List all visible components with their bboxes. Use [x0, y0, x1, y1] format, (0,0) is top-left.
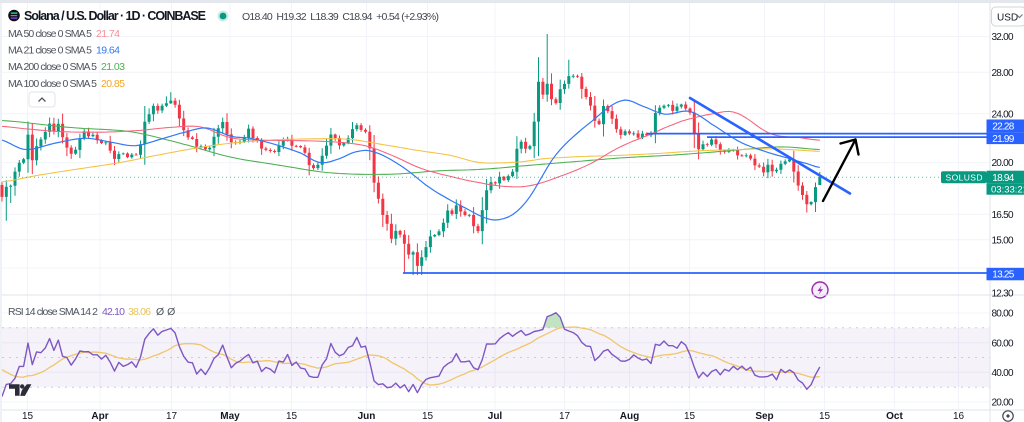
svg-text:20.85: 20.85 [101, 78, 125, 90]
svg-text:Sep: Sep [755, 411, 773, 422]
svg-text:15.00: 15.00 [992, 235, 1014, 246]
svg-text:Oct: Oct [886, 411, 903, 422]
svg-text:40.00: 40.00 [992, 368, 1014, 379]
svg-text:20.00: 20.00 [992, 398, 1014, 409]
svg-text:80.00: 80.00 [992, 309, 1014, 320]
svg-text:Apr: Apr [91, 411, 108, 422]
svg-text:42.10: 42.10 [102, 306, 125, 318]
svg-text:Jul: Jul [488, 411, 503, 422]
svg-text:16.50: 16.50 [992, 210, 1014, 221]
svg-text:16: 16 [953, 411, 965, 422]
svg-text:USD: USD [997, 13, 1018, 24]
svg-text:Ø Ø: Ø Ø [156, 306, 175, 318]
svg-text:O18.40 H19.32 L18.39 C18.94: O18.40 H19.32 L18.39 C18.94 +0.54 (+2.93… [242, 11, 439, 23]
svg-text:19.64: 19.64 [96, 45, 120, 57]
svg-text:Jun: Jun [358, 411, 376, 422]
svg-text:22.28: 22.28 [992, 122, 1014, 133]
svg-text:Aug: Aug [620, 411, 639, 422]
svg-text:15: 15 [684, 411, 696, 422]
svg-text:21.03: 21.03 [101, 61, 125, 73]
svg-text:38.06: 38.06 [128, 306, 151, 318]
svg-text:MA 100 close 0 SMA 5: MA 100 close 0 SMA 5 [8, 78, 97, 90]
svg-text:MA 21 close 0 SMA 5: MA 21 close 0 SMA 5 [8, 45, 92, 57]
svg-text:MA 50 close 0 SMA 5: MA 50 close 0 SMA 5 [8, 28, 92, 40]
svg-text:13.25: 13.25 [992, 270, 1014, 281]
svg-text:MA 200 close 0 SMA 5: MA 200 close 0 SMA 5 [8, 61, 97, 73]
svg-text:60.00: 60.00 [992, 338, 1014, 349]
svg-text:21.99: 21.99 [992, 134, 1014, 145]
svg-text:SOLUSD: SOLUSD [946, 172, 983, 182]
svg-text:RSI 14 close SMA 14 2: RSI 14 close SMA 14 2 [8, 306, 98, 318]
svg-text:03:33:21: 03:33:21 [991, 185, 1024, 196]
svg-text:32.00: 32.00 [992, 32, 1014, 43]
svg-text:17: 17 [166, 411, 178, 422]
svg-text:28.00: 28.00 [992, 68, 1014, 79]
svg-text:12.30: 12.30 [992, 289, 1014, 300]
svg-text:17: 17 [559, 411, 571, 422]
svg-text:15: 15 [22, 411, 34, 422]
svg-text:15: 15 [286, 411, 298, 422]
svg-text:21.74: 21.74 [96, 28, 120, 40]
svg-text:18.94: 18.94 [992, 173, 1014, 184]
svg-text:Solana / U.S. Dollar · 1D · CO: Solana / U.S. Dollar · 1D · COINBASE [24, 9, 206, 23]
svg-text:24.00: 24.00 [992, 109, 1014, 120]
svg-text:20.00: 20.00 [992, 158, 1014, 169]
svg-text:May: May [220, 411, 240, 422]
svg-text:15: 15 [819, 411, 831, 422]
svg-text:15: 15 [422, 411, 434, 422]
